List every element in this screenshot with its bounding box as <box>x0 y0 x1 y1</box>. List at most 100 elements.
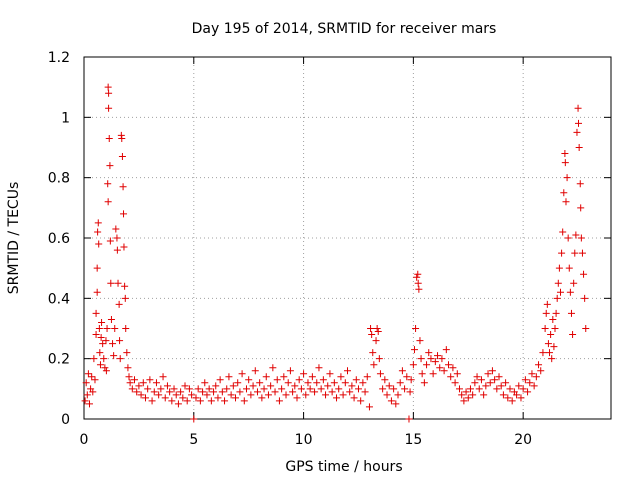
data-point <box>125 373 133 381</box>
data-point <box>548 355 556 363</box>
data-point <box>442 346 450 354</box>
data-point <box>92 331 100 339</box>
data-point <box>109 340 117 348</box>
data-point <box>581 294 589 302</box>
x-tick-label: 5 <box>189 432 198 448</box>
data-point <box>89 388 97 396</box>
data-point <box>122 325 130 332</box>
data-point <box>101 364 109 372</box>
x-axis-title: GPS time / hours <box>285 459 402 475</box>
data-point <box>346 388 354 396</box>
data-point <box>103 325 111 332</box>
data-point <box>577 204 585 212</box>
data-point <box>528 370 536 378</box>
data-point <box>453 370 461 378</box>
data-point <box>111 325 119 332</box>
data-point <box>128 385 136 393</box>
data-point <box>337 373 345 381</box>
data-point <box>458 391 466 399</box>
x-tick-label: 20 <box>514 432 532 448</box>
data-point <box>471 379 479 387</box>
data-point <box>105 89 113 97</box>
data-point <box>551 325 559 332</box>
data-point <box>96 349 104 357</box>
data-point <box>416 337 424 345</box>
data-point <box>406 388 414 396</box>
data-point <box>546 349 554 357</box>
data-point <box>401 385 409 393</box>
data-point <box>308 373 316 381</box>
data-point <box>582 325 590 332</box>
data-point <box>141 394 149 402</box>
data-point <box>315 364 323 372</box>
data-point <box>170 385 178 393</box>
data-point <box>578 249 586 257</box>
data-point <box>139 379 147 387</box>
data-point <box>242 385 250 393</box>
data-point <box>104 180 112 188</box>
data-point <box>271 388 279 396</box>
data-point <box>370 361 378 369</box>
data-point <box>212 382 220 390</box>
data-point <box>387 397 395 405</box>
data-point <box>256 379 264 387</box>
data-point <box>560 189 568 197</box>
data-point <box>181 382 189 390</box>
data-point <box>367 325 375 332</box>
data-point <box>543 300 551 308</box>
data-point <box>245 376 253 384</box>
data-point <box>473 373 481 381</box>
data-point <box>499 391 507 399</box>
data-point <box>573 128 581 136</box>
data-point <box>576 180 584 188</box>
data-point <box>571 249 579 257</box>
data-point <box>97 334 105 342</box>
data-point <box>95 240 103 248</box>
data-point <box>396 379 404 387</box>
x-tick-label: 10 <box>295 432 313 448</box>
data-point <box>575 119 583 127</box>
data-point <box>192 394 200 402</box>
data-point <box>221 397 229 405</box>
data-point <box>258 394 266 402</box>
data-point <box>311 388 319 396</box>
data-point <box>322 391 330 399</box>
data-point <box>106 162 114 170</box>
data-point <box>278 385 286 393</box>
data-point <box>486 379 494 387</box>
data-point <box>414 279 422 287</box>
data-point <box>344 367 351 375</box>
data-point <box>561 150 569 158</box>
data-point <box>92 309 100 317</box>
data-point <box>575 144 583 151</box>
data-point <box>112 225 120 233</box>
x-tick-label: 15 <box>404 432 422 448</box>
data-point <box>137 391 145 399</box>
axis-ticks <box>83 56 611 420</box>
data-point <box>85 400 93 408</box>
data-point <box>558 249 566 257</box>
data-point <box>275 397 283 405</box>
data-point <box>552 309 560 317</box>
data-point <box>410 346 418 354</box>
data-point <box>273 376 281 384</box>
data-point <box>90 355 98 363</box>
y-tick-label: 0.8 <box>48 171 70 187</box>
data-point <box>313 379 321 387</box>
data-point <box>105 134 113 142</box>
data-point <box>188 391 196 399</box>
data-point <box>232 394 240 402</box>
data-point <box>91 376 99 384</box>
data-point <box>247 391 255 399</box>
data-point <box>506 385 514 393</box>
data-point <box>495 373 503 381</box>
data-point <box>88 373 96 381</box>
data-point <box>350 394 358 402</box>
data-point <box>333 394 341 402</box>
data-point <box>107 279 115 287</box>
data-point <box>284 379 292 387</box>
data-point <box>118 134 126 142</box>
data-point <box>381 376 389 384</box>
data-point <box>357 397 365 405</box>
data-point <box>94 219 102 227</box>
